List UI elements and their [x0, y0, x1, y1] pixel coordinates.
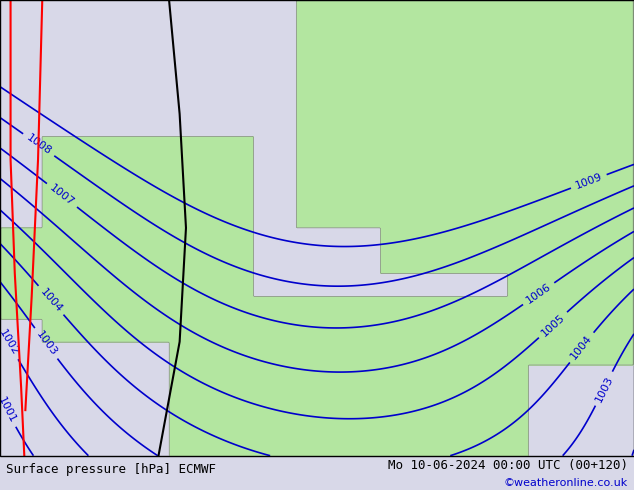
Text: 1006: 1006: [524, 282, 553, 306]
Text: 1008: 1008: [24, 133, 53, 157]
Text: 1003: 1003: [34, 329, 58, 358]
Text: 1004: 1004: [38, 286, 64, 314]
Text: 1002: 1002: [0, 328, 20, 358]
Text: 1005: 1005: [540, 312, 567, 338]
Text: 1001: 1001: [0, 395, 18, 425]
Text: ©weatheronline.co.uk: ©weatheronline.co.uk: [503, 478, 628, 488]
Text: 1007: 1007: [48, 183, 76, 208]
Text: 1009: 1009: [574, 172, 604, 191]
Text: Mo 10-06-2024 00:00 UTC (00+120): Mo 10-06-2024 00:00 UTC (00+120): [387, 460, 628, 472]
Text: 1004: 1004: [569, 333, 594, 362]
Text: 1003: 1003: [593, 374, 614, 403]
Text: Surface pressure [hPa] ECMWF: Surface pressure [hPa] ECMWF: [6, 463, 216, 476]
